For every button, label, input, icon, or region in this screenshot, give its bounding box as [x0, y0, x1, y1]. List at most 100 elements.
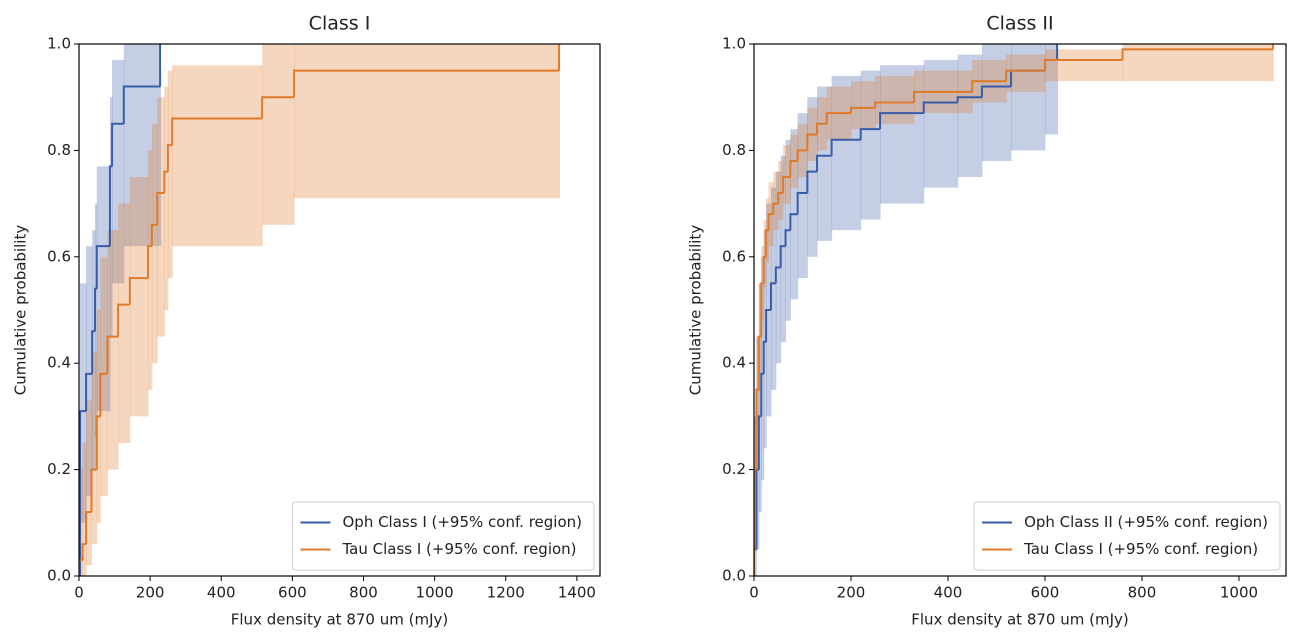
- legend: Oph Class I (+95% conf. region) Tau Class…: [291, 501, 595, 571]
- step-line: [146, 245, 152, 279]
- step-line: [777, 191, 784, 204]
- step-line: [874, 101, 915, 108]
- confidence-band: [773, 171, 779, 231]
- y-tick-label: 0.6: [722, 247, 746, 265]
- confidence-band: [831, 75, 862, 231]
- step-line: [150, 223, 158, 247]
- step-line: [767, 213, 774, 231]
- step-line: [816, 122, 827, 135]
- confidence-band: [817, 86, 833, 241]
- confidence-band: [880, 65, 925, 204]
- step-line: [816, 154, 832, 172]
- step-line: [79, 559, 83, 576]
- axes-frame: [753, 43, 1287, 577]
- step-line: [90, 468, 97, 513]
- step-line: [117, 303, 130, 337]
- step-line: [1043, 58, 1123, 71]
- chart-title: Class II: [986, 13, 1053, 35]
- step-line: [922, 101, 958, 114]
- x-tick-label: 800: [349, 584, 378, 602]
- confidence-band: [157, 97, 165, 337]
- confidence-band: [164, 86, 169, 310]
- confidence-band: [294, 44, 560, 199]
- confidence-band: [172, 65, 263, 247]
- y-tick-label: 0.4: [47, 354, 71, 372]
- x-tick-label: 1400: [558, 584, 596, 602]
- step-line: [95, 415, 101, 470]
- x-axis-label: Flux density at 870 um (mJy): [231, 611, 448, 629]
- x-tick-label: 1000: [416, 584, 454, 602]
- confidence-band: [807, 97, 818, 257]
- confidence-band: [95, 203, 98, 438]
- step-line: [879, 112, 924, 130]
- confidence-band: [160, 44, 161, 247]
- step-line: [95, 245, 110, 289]
- confidence-band: [100, 256, 108, 497]
- x-tick-label: 400: [934, 584, 963, 602]
- confidence-band: [118, 203, 131, 443]
- x-tick-label: 600: [278, 584, 307, 602]
- legend-label: Tau Class I (+95% conf. region): [341, 540, 576, 558]
- step-line: [171, 117, 263, 146]
- confidence-band: [129, 177, 149, 417]
- confidence-band: [780, 155, 787, 342]
- step-line: [784, 229, 791, 247]
- x-tick-label: 1200: [487, 584, 525, 602]
- step-line: [971, 80, 1007, 92]
- step-line: [85, 372, 93, 412]
- x-tick-label: 0: [749, 584, 759, 602]
- step-line: [772, 202, 779, 215]
- confidence-band: [981, 44, 1012, 162]
- confidence-band: [797, 113, 808, 279]
- confidence-band: [1272, 44, 1274, 82]
- confidence-band: [778, 161, 784, 220]
- legend: Oph Class II (+95% conf. region) Tau Clas…: [973, 501, 1281, 571]
- plot-area: [754, 44, 1274, 576]
- x-tick-label: 400: [207, 584, 236, 602]
- confidence-band: [147, 150, 153, 390]
- step-line: [261, 96, 295, 119]
- step-line: [779, 245, 786, 268]
- confidence-band: [1011, 44, 1046, 151]
- subplot: 0 200 400 600 800 1000 0.0 0.2 0.4 0.6 0.8 1.0 Class…: [687, 13, 1287, 629]
- step-line: [293, 69, 560, 98]
- confidence-band: [875, 75, 915, 124]
- y-tick-label: 0.8: [722, 141, 746, 159]
- step-line: [789, 213, 798, 231]
- step-line: [122, 85, 161, 124]
- step-line: [769, 282, 776, 310]
- step-line: [830, 138, 861, 156]
- confidence-band: [1006, 54, 1046, 92]
- y-axis-label: Cumulative probability: [12, 225, 30, 396]
- step-line: [859, 128, 881, 140]
- y-tick-label: 0.2: [47, 460, 71, 478]
- x-tick-label: 0: [74, 584, 84, 602]
- confidence-band: [92, 230, 96, 470]
- step-line: [782, 176, 791, 193]
- confidence-band: [1057, 44, 1058, 135]
- step-line: [825, 112, 851, 124]
- step-line: [789, 160, 798, 177]
- confidence-band: [109, 97, 113, 337]
- y-tick-label: 0.4: [722, 354, 746, 372]
- confidence-band: [1044, 44, 1058, 135]
- confidence-band: [112, 59, 125, 284]
- x-axis-label: Flux density at 870 um (mJy): [911, 611, 1128, 629]
- x-tick-label: 600: [1031, 584, 1060, 602]
- x-tick-label: 200: [136, 584, 165, 602]
- confidence-band: [783, 145, 791, 204]
- step-line: [156, 191, 165, 225]
- y-tick-label: 0.0: [47, 567, 71, 585]
- plot-area: [79, 44, 561, 576]
- legend-box: [291, 501, 595, 571]
- y-tick-label: 0.0: [722, 567, 746, 585]
- confidence-band: [770, 187, 777, 390]
- confidence-band: [559, 44, 560, 199]
- step-line: [128, 277, 148, 305]
- step-line: [774, 266, 781, 284]
- step-line: [980, 85, 1012, 98]
- step-line: [796, 191, 808, 215]
- x-tick-label: 200: [837, 584, 866, 602]
- x-tick-label: 800: [1128, 584, 1157, 602]
